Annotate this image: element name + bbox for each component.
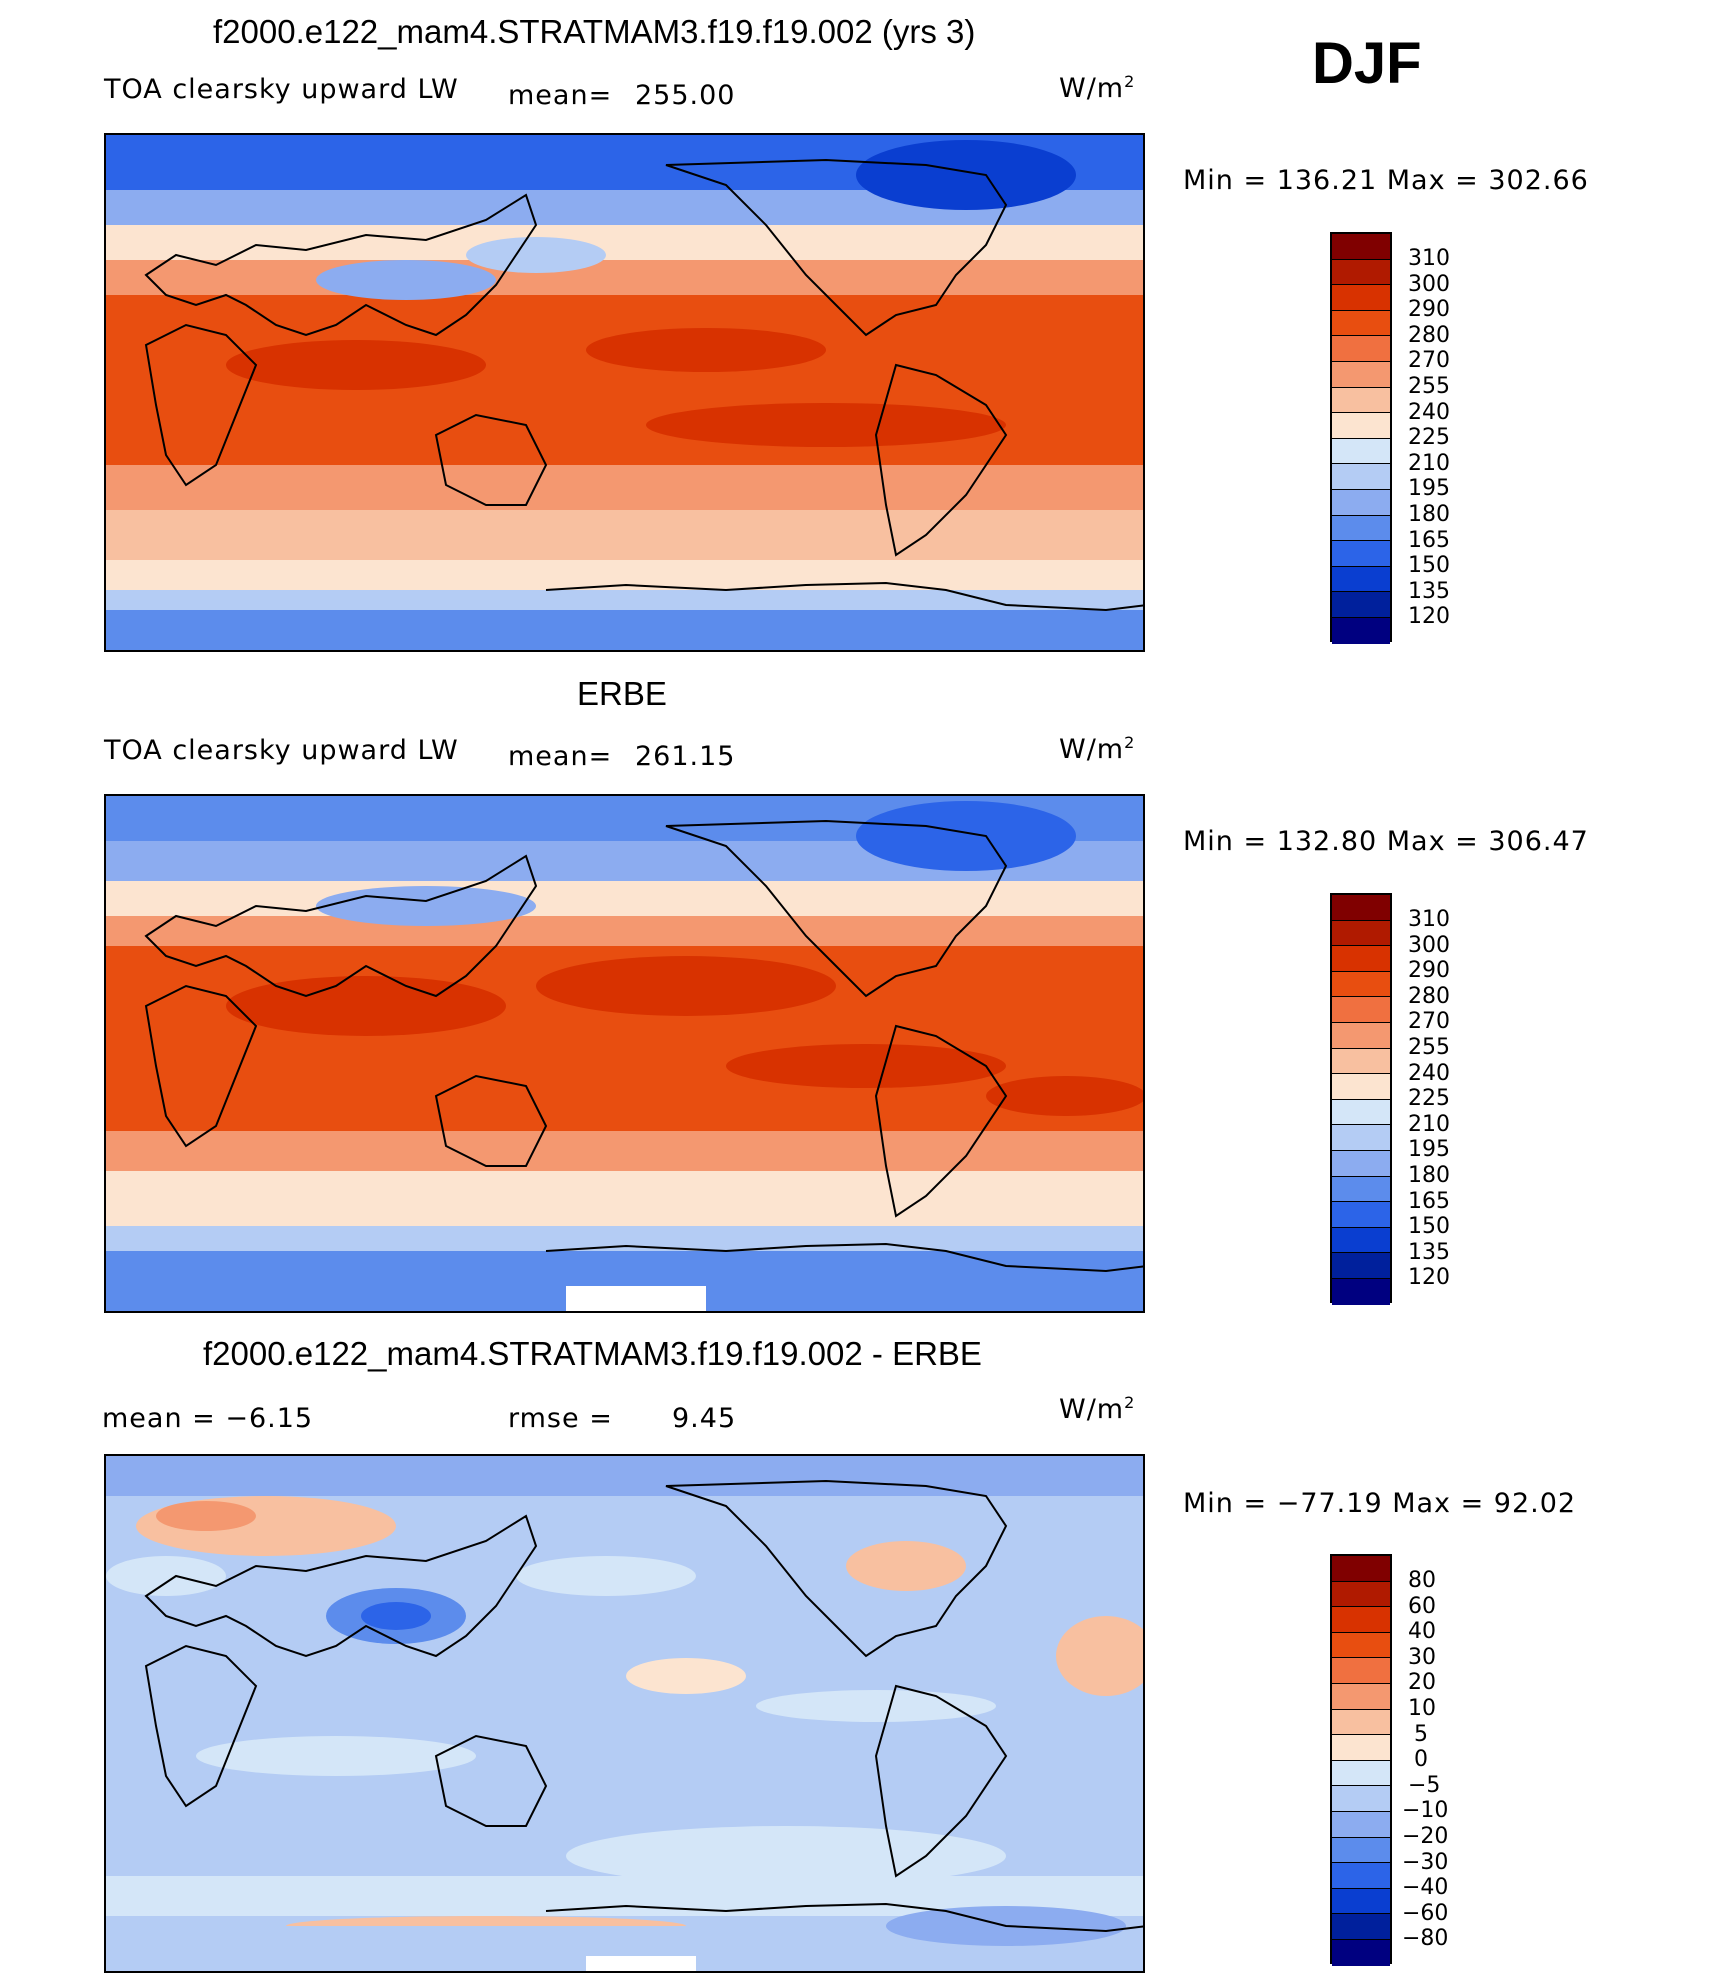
- panel3-rmse-label: rmse =: [508, 1403, 613, 1434]
- colorbar-tick: 300: [1408, 272, 1450, 297]
- panel1-colorbar: [1330, 232, 1392, 644]
- colorbar-tick: 270: [1408, 1009, 1450, 1034]
- colorbar-tick: 165: [1408, 528, 1450, 553]
- colorbar-tick: 150: [1408, 553, 1450, 578]
- panel2-title: ERBE: [577, 675, 667, 712]
- colorbar-tick: −80: [1402, 1926, 1449, 1951]
- panel2-units: W/m2: [1059, 733, 1136, 765]
- panel1-mean-label: mean=: [508, 80, 613, 111]
- colorbar-tick: −20: [1402, 1824, 1449, 1849]
- colorbar-tick: 40: [1408, 1619, 1436, 1644]
- panel3-title: f2000.e122_mam4.STRATMAM3.f19.f19.002 - …: [203, 1335, 982, 1372]
- colorbar-tick: 310: [1408, 246, 1450, 271]
- colorbar-tick: 270: [1408, 348, 1450, 373]
- colorbar-tick: 135: [1408, 1240, 1450, 1265]
- season-label: DJF: [1312, 31, 1422, 96]
- panel3-colorbar: [1330, 1554, 1392, 1966]
- colorbar-tick: 180: [1408, 1163, 1450, 1188]
- panel2-mean-value: 261.15: [635, 741, 736, 772]
- panel2-minmax: Min = 132.80 Max = 306.47: [1183, 826, 1589, 857]
- colorbar-tick: 225: [1408, 425, 1450, 450]
- colorbar-tick: −10: [1402, 1798, 1449, 1823]
- colorbar-tick: −60: [1402, 1901, 1449, 1926]
- colorbar-tick: 195: [1408, 1137, 1450, 1162]
- colorbar-tick: 0: [1414, 1747, 1428, 1772]
- colorbar-tick: 80: [1408, 1568, 1436, 1593]
- colorbar-tick: 290: [1408, 958, 1450, 983]
- colorbar-tick: 255: [1408, 1035, 1450, 1060]
- colorbar-tick: 20: [1408, 1670, 1436, 1695]
- colorbar-tick: 60: [1408, 1594, 1436, 1619]
- panel2-colorbar: [1330, 893, 1392, 1305]
- colorbar-tick: 280: [1408, 323, 1450, 348]
- panel3-rmse-value: 9.45: [672, 1403, 737, 1434]
- colorbar-tick: 310: [1408, 907, 1450, 932]
- panel1-title: f2000.e122_mam4.STRATMAM3.f19.f19.002 (y…: [213, 13, 976, 50]
- colorbar-tick: 180: [1408, 502, 1450, 527]
- colorbar-tick: 120: [1408, 1265, 1450, 1290]
- colorbar-tick: 240: [1408, 400, 1450, 425]
- colorbar-tick: 150: [1408, 1214, 1450, 1239]
- panel1-minmax: Min = 136.21 Max = 302.66: [1183, 165, 1589, 196]
- panel3-minmax: Min = −77.19 Max = 92.02: [1183, 1488, 1577, 1519]
- colorbar-tick: 240: [1408, 1061, 1450, 1086]
- colorbar-tick: 195: [1408, 476, 1450, 501]
- colorbar-tick: 255: [1408, 374, 1450, 399]
- panel2-variable-label: TOA clearsky upward LW: [104, 735, 459, 766]
- panel1-units: W/m2: [1059, 72, 1136, 104]
- panel2-mean-label: mean=: [508, 741, 613, 772]
- colorbar-tick: −30: [1402, 1850, 1449, 1875]
- colorbar-tick: 30: [1408, 1645, 1436, 1670]
- colorbar-tick: 135: [1408, 579, 1450, 604]
- panel3-units: W/m2: [1059, 1393, 1136, 1425]
- colorbar-tick: 290: [1408, 297, 1450, 322]
- colorbar-tick: 280: [1408, 984, 1450, 1009]
- panel1-variable-label: TOA clearsky upward LW: [104, 74, 459, 105]
- colorbar-tick: 225: [1408, 1086, 1450, 1111]
- colorbar-tick: −5: [1408, 1773, 1441, 1798]
- panel3-mean: mean = −6.15: [102, 1403, 314, 1434]
- colorbar-tick: 10: [1408, 1696, 1436, 1721]
- panel1-mean-value: 255.00: [635, 80, 736, 111]
- panel2-map: [104, 794, 1145, 1313]
- panel3-map: [104, 1454, 1145, 1973]
- colorbar-tick: 165: [1408, 1189, 1450, 1214]
- colorbar-tick: 210: [1408, 451, 1450, 476]
- colorbar-tick: 210: [1408, 1112, 1450, 1137]
- colorbar-tick: 120: [1408, 604, 1450, 629]
- colorbar-tick: 5: [1414, 1722, 1428, 1747]
- colorbar-tick: 300: [1408, 933, 1450, 958]
- panel1-map: [104, 133, 1145, 652]
- colorbar-tick: −40: [1402, 1875, 1449, 1900]
